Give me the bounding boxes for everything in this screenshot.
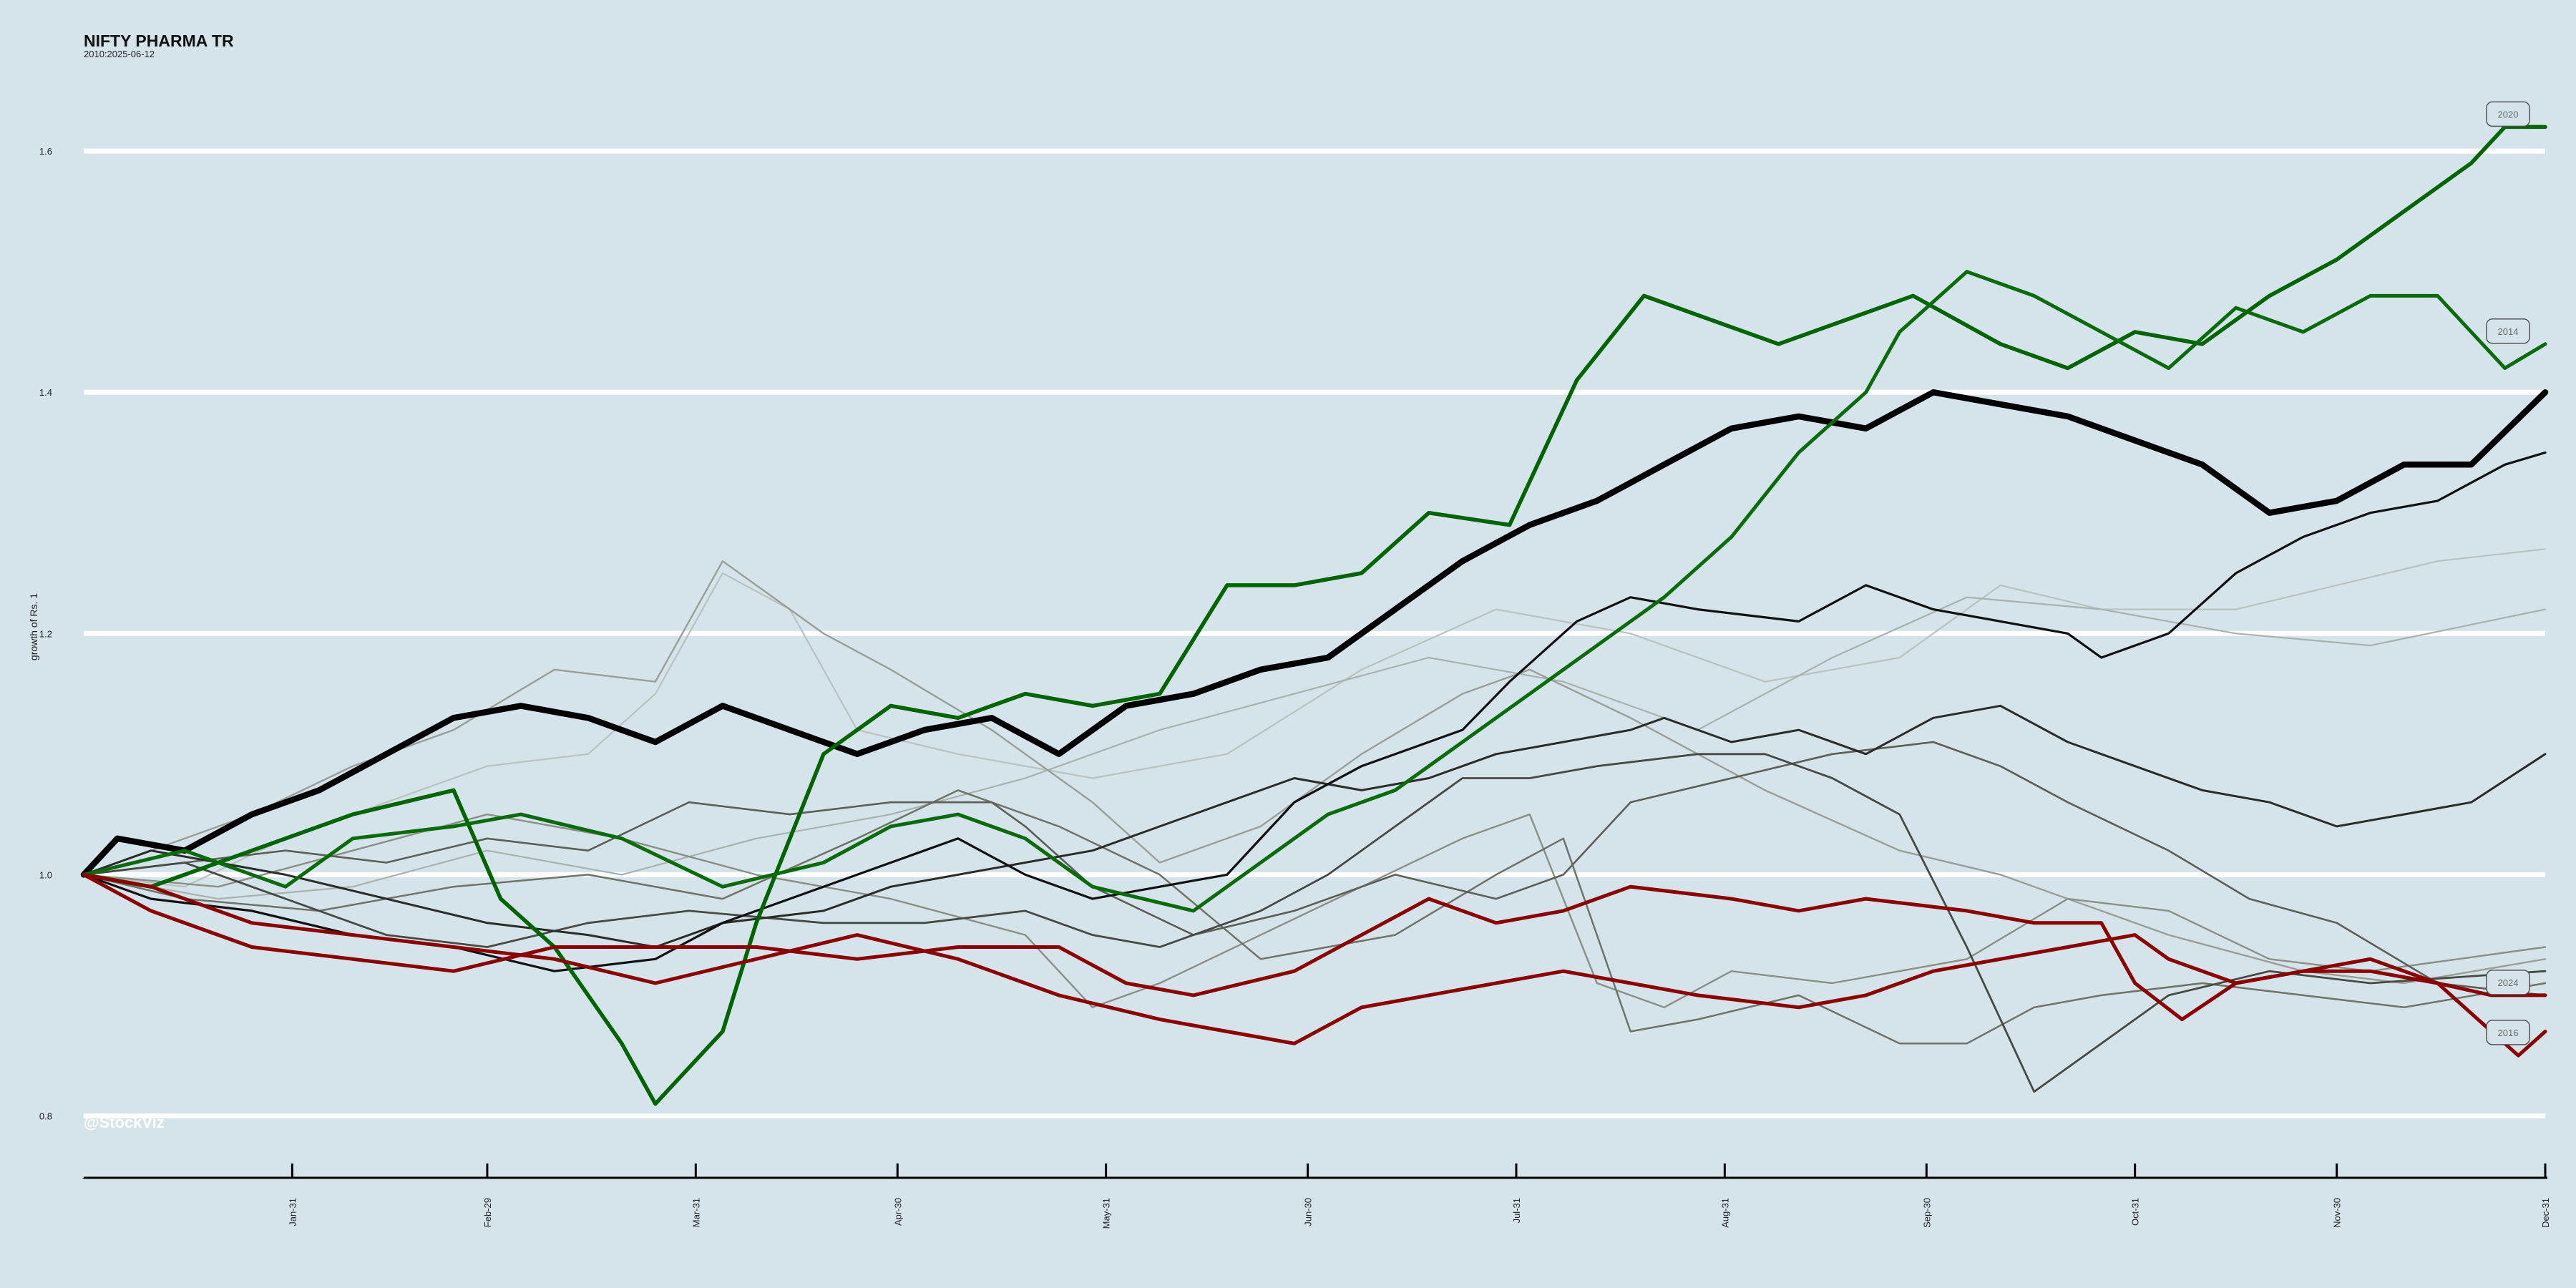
end-label-text: 2020	[2498, 109, 2519, 119]
series-line-2	[82, 560, 2547, 985]
series-end-label: 2016	[2486, 1020, 2530, 1045]
chart-title: NIFTY PHARMA TR	[84, 31, 234, 50]
series-line-12	[82, 872, 2547, 1022]
series-end-label: 2024	[2486, 970, 2530, 995]
series-line-10	[82, 125, 2547, 1106]
series-line-5	[82, 741, 2547, 997]
series-line-7	[82, 704, 2547, 948]
x-axis: Jan-31 Feb-29 Mar-31 Apr-30 May-31 Jun-30 Jul-…	[82, 1163, 2551, 1229]
end-label-text: 2024	[2498, 977, 2519, 988]
series-end-label: 2020	[2486, 101, 2530, 127]
series-line-9	[80, 389, 2549, 878]
y-tick-label: 1.0	[39, 869, 52, 880]
y-tick-label: 1.2	[39, 628, 52, 639]
end-label-text: 2014	[2498, 326, 2519, 337]
y-tick-label: 1.6	[39, 146, 52, 157]
y-axis-ticks: 0.8 1.0 1.2 1.4 1.6	[39, 146, 52, 1121]
series-line-4	[82, 789, 2547, 1045]
x-tick-label: Jan-31	[287, 1198, 298, 1226]
x-tick-label: Jul-31	[1511, 1198, 1522, 1223]
series-line-11	[82, 270, 2547, 913]
end-label-box	[2486, 318, 2530, 344]
x-tick-label: Sep-30	[1921, 1198, 1932, 1228]
x-tick-label: Nov-30	[2332, 1198, 2343, 1228]
x-tick-label: Mar-31	[691, 1198, 701, 1227]
x-tick-label: Jun-30	[1303, 1198, 1314, 1226]
x-tick-label: May-31	[1101, 1198, 1112, 1229]
watermark: @StockViz	[84, 1113, 165, 1131]
end-label-text: 2016	[2498, 1028, 2519, 1038]
x-tick-label: Oct-31	[2130, 1198, 2141, 1226]
series-line-1	[82, 596, 2547, 900]
series-line-6	[82, 753, 2547, 1093]
y-tick-label: 1.4	[39, 387, 52, 398]
series-line-0	[82, 548, 2547, 888]
series-group	[80, 125, 2549, 1106]
end-label-box	[2486, 970, 2530, 995]
series-line-13	[82, 872, 2547, 1058]
series-end-label: 2014	[2486, 318, 2530, 344]
end-label-box	[2486, 101, 2530, 127]
x-tick-label: Apr-30	[892, 1198, 903, 1226]
chart-subtitle: 2010:2025-06-12	[84, 49, 155, 59]
x-tick-label: Feb-29	[482, 1198, 493, 1227]
end-label-box	[2486, 1020, 2530, 1045]
series-line-8	[82, 451, 2547, 972]
x-tick-label: Dec-31	[2540, 1198, 2551, 1228]
y-axis-label: growth of Rs. 1	[28, 593, 39, 660]
series-end-labels: 2020 2014 2024 2016	[2486, 101, 2530, 1045]
y-tick-label: 0.8	[39, 1111, 52, 1121]
x-tick-label: Aug-31	[1719, 1198, 1730, 1228]
grid-lines	[84, 148, 2545, 1118]
series-line-3	[82, 813, 2547, 1008]
